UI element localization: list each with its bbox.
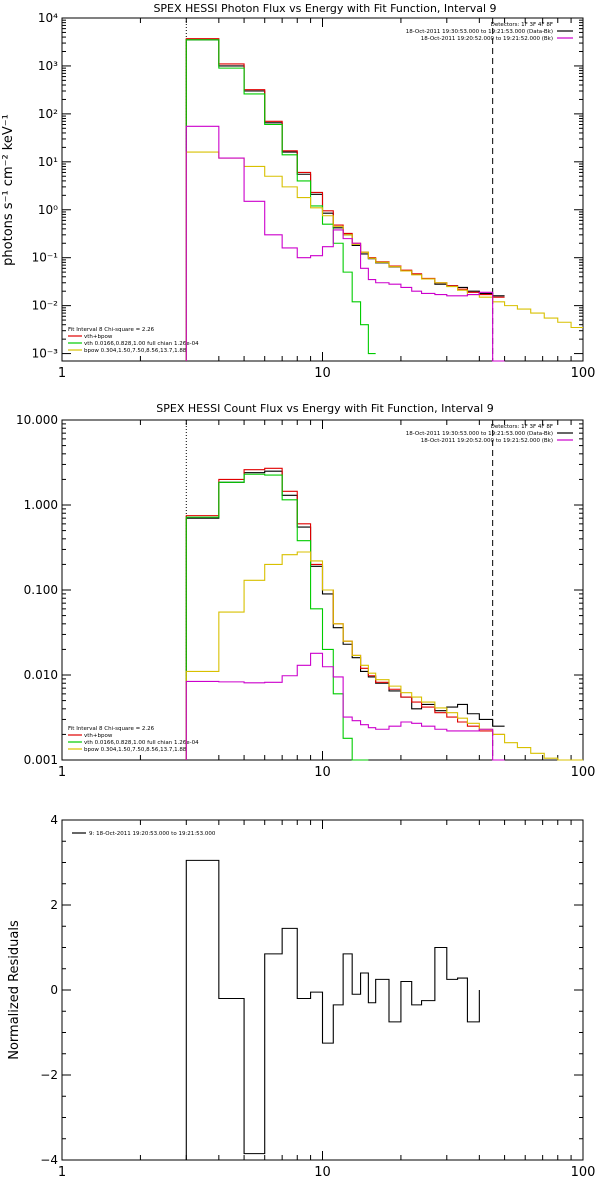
legend-bottom-entry: vth 0.0166,0.828,1.00 full chian 1.26e-0… [84, 740, 199, 746]
series-line-bpow [185, 551, 583, 761]
y-tick-label: 10⁴ [38, 11, 58, 25]
residuals-legend: 9: 18-Oct-2011 19:20:53.000 to 19:21:53.… [72, 831, 216, 837]
y-tick-label: 10.000 [16, 413, 58, 427]
legend-bottom-entry: vth+bpow [84, 733, 113, 739]
x-tick-label: 10 [314, 1165, 331, 1180]
x-tick-label: 1 [58, 765, 66, 780]
legend-entry: 9: 18-Oct-2011 19:20:53.000 to 19:21:53.… [89, 831, 216, 837]
series-group [185, 38, 583, 362]
x-axis-ticks: 1 10 100 [58, 18, 596, 381]
y-tick-label: −4 [40, 1153, 58, 1167]
series-line-fit [185, 38, 505, 361]
x-tick-label: 100 [571, 1165, 596, 1180]
x-axis-ticks: 1 10 100 [58, 420, 596, 780]
residuals-y-axis-label: Normalized Residuals [7, 920, 22, 1060]
series-line-vth [185, 473, 369, 761]
photon-flux-title: SPEX HESSI Photon Flux vs Energy with Fi… [153, 2, 496, 15]
y-tick-label: 0.100 [24, 583, 58, 597]
y-axis-ticks: 0.001 0.010 0.100 1.000 10.000 [16, 413, 583, 767]
legend-bottom-entry: Fit Interval 8 Chi-square = 2.26 [68, 726, 155, 732]
legend-bottom-entry: bpow 0.304,1.50,7.50,8.56,13.7,1.88 [84, 747, 187, 753]
x-axis-ticks: 1 10 100 [58, 820, 596, 1180]
series-line-total [185, 39, 505, 361]
x-tick-label: 1 [58, 1165, 66, 1180]
y-axis-ticks: −4 −2 0 2 4 [40, 813, 583, 1167]
y-tick-label: 0.001 [24, 753, 58, 767]
photon-flux-panel: SPEX HESSI Photon Flux vs Energy with Fi… [1, 2, 595, 381]
series-line-vth [185, 39, 376, 361]
photon-flux-y-axis-label: photons s⁻¹ cm⁻² keV⁻¹ [1, 114, 16, 266]
legend-bottom-entry: Fit Interval 8 Chi-square = 2.26 [68, 327, 155, 333]
legend-top-entry: Detectors: 1F 3F 4F 8F [491, 22, 553, 28]
y-tick-label: 10⁻¹ [32, 251, 59, 265]
y-tick-label: 10³ [38, 59, 58, 73]
series-line-bk [185, 652, 505, 761]
legend-bottom-entry: vth+bpow [84, 334, 113, 340]
count-flux-panel: SPEX HESSI Count Flux vs Energy with Fit… [16, 402, 595, 780]
count-flux-legend-bottom: Fit Interval 8 Chi-square = 2.26vth+bpow… [68, 726, 199, 753]
x-tick-label: 100 [571, 366, 596, 381]
series-line-total [185, 859, 480, 1160]
y-tick-label: 10⁰ [38, 203, 58, 217]
legend-top-entry: 18-Oct-2011 19:20:52.000 to 19:21:52.000… [421, 438, 553, 444]
y-tick-label: 2 [50, 898, 58, 912]
photon-flux-legend-bottom: Fit Interval 8 Chi-square = 2.26vth+bpow… [68, 327, 199, 354]
series-line-fit [185, 467, 505, 760]
x-tick-label: 1 [58, 366, 66, 381]
count-flux-title: SPEX HESSI Count Flux vs Energy with Fit… [156, 402, 493, 415]
plot-frame [61, 819, 584, 1161]
series-line-bpow [185, 151, 583, 361]
legend-top-entry: Detectors: 1F 3F 4F 8F [491, 424, 553, 430]
y-tick-label: −2 [40, 1068, 58, 1082]
plot-frame [61, 17, 584, 362]
y-tick-label: 0.010 [24, 668, 58, 682]
series-line-bk [185, 125, 505, 362]
y-tick-label: 4 [50, 813, 58, 827]
legend-bottom-entry: bpow 0.304,1.50,7.50,8.56,13.7,1.88 [84, 348, 187, 354]
x-tick-label: 10 [314, 366, 331, 381]
x-tick-label: 100 [571, 765, 596, 780]
residuals-panel: Normalized Residuals 9: 18-Oct-2011 19:2… [7, 813, 595, 1180]
y-tick-label: 10⁻² [32, 299, 59, 313]
legend-top-entry: 18-Oct-2011 19:30:53.000 to 19:21:53.000… [406, 29, 553, 35]
y-tick-label: 10⁻³ [32, 347, 59, 361]
y-axis-ticks: 10⁻³ 10⁻² 10⁻¹ 10⁰ 10¹ 10² 10³ 10⁴ [32, 11, 583, 361]
y-tick-label: 1.000 [24, 498, 58, 512]
series-group [185, 467, 583, 761]
legend-top-entry: 18-Oct-2011 19:30:53.000 to 19:21:53.000… [406, 431, 553, 437]
y-tick-label: 10² [38, 107, 58, 121]
legend-bottom-entry: vth 0.0166,0.828,1.00 full chian 1.26e-0… [84, 341, 199, 347]
legend-top-entry: 18-Oct-2011 19:20:52.000 to 19:21:52.000… [421, 36, 553, 42]
y-tick-label: 10¹ [38, 155, 58, 169]
y-tick-label: 0 [50, 983, 58, 997]
x-tick-label: 10 [314, 765, 331, 780]
series-group [185, 859, 480, 1160]
